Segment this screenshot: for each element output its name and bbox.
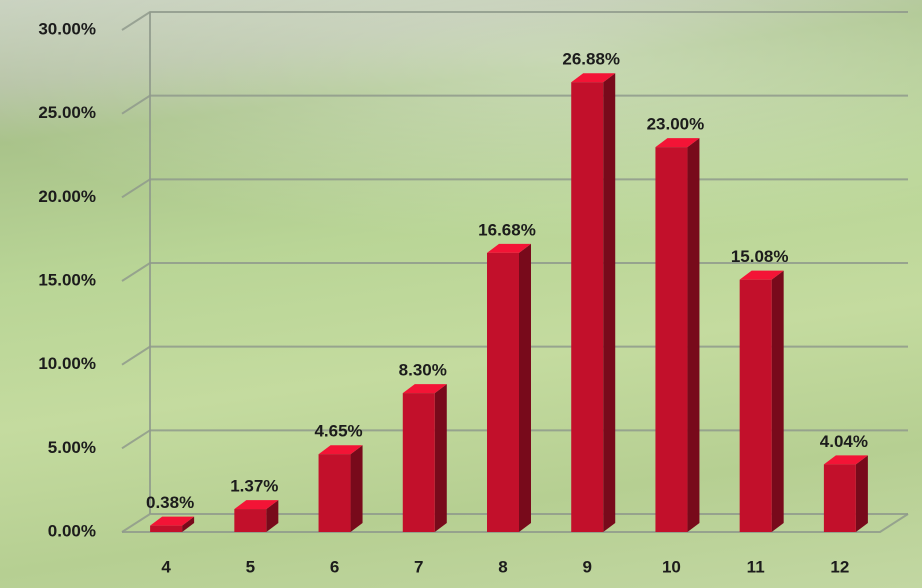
bar — [402, 384, 447, 532]
bar-side — [266, 500, 279, 532]
bar-top — [487, 243, 531, 253]
bar — [150, 516, 195, 532]
bar-front — [655, 147, 688, 532]
bar-top — [318, 445, 363, 455]
x-tick-label: 9 — [582, 557, 591, 576]
bar — [655, 138, 700, 532]
bar-top — [571, 73, 616, 83]
bar — [739, 270, 784, 532]
x-tick-label: 12 — [830, 557, 849, 576]
grid-line — [121, 513, 908, 533]
bar-front — [318, 454, 351, 532]
x-tick-label: 4 — [161, 557, 171, 576]
bar-side — [519, 243, 531, 532]
value-label: 4.04% — [820, 432, 868, 451]
grid-line — [121, 94, 908, 115]
bar — [487, 243, 531, 532]
bar-side — [771, 270, 784, 532]
x-tick-label: 5 — [246, 557, 255, 576]
y-tick-label: 15.00% — [38, 270, 96, 289]
bar-front — [571, 82, 604, 532]
bar-side — [182, 516, 195, 532]
y-tick-label: 20.00% — [38, 187, 96, 206]
bar-front — [150, 525, 183, 532]
bar-front — [739, 279, 772, 532]
y-tick-label: 25.00% — [38, 103, 96, 122]
bar-side — [434, 384, 447, 532]
grid-line — [121, 262, 908, 282]
grid-line — [121, 178, 908, 199]
bar-front — [234, 509, 267, 532]
bar-front — [823, 464, 856, 532]
bar — [823, 455, 868, 532]
value-label: 0.38% — [146, 493, 194, 512]
y-tick-label: 0.00% — [48, 521, 96, 540]
x-tick-label: 11 — [747, 557, 765, 576]
bar-top — [739, 270, 784, 280]
bar — [571, 73, 616, 532]
bar-side — [687, 138, 700, 532]
bar-top — [402, 384, 447, 394]
floor-edge — [122, 513, 909, 533]
value-label: 4.65% — [314, 422, 362, 441]
bar-side — [603, 73, 616, 532]
grid-line — [121, 11, 908, 31]
x-tick-label: 6 — [330, 557, 339, 576]
value-label: 16.68% — [478, 220, 536, 239]
value-label: 1.37% — [230, 477, 278, 496]
bar-top — [823, 455, 868, 465]
value-label: 26.88% — [562, 50, 620, 69]
value-label: 15.08% — [731, 247, 789, 266]
bar-side — [350, 445, 363, 532]
bar-front — [402, 393, 435, 532]
grid-line — [121, 429, 908, 450]
x-tick-label: 10 — [662, 557, 681, 576]
bar-top — [150, 516, 195, 526]
bar-side — [855, 455, 868, 532]
bar-front — [487, 252, 519, 532]
grid-line — [121, 345, 908, 366]
x-tick-label: 8 — [498, 557, 507, 576]
y-tick-label: 30.00% — [38, 19, 96, 38]
bar — [234, 500, 279, 532]
value-label: 8.30% — [399, 361, 447, 380]
y-tick-label: 10.00% — [38, 354, 96, 373]
bar — [318, 445, 363, 532]
bar-top — [234, 500, 279, 510]
bar-top — [655, 138, 700, 148]
value-label: 23.00% — [647, 115, 705, 134]
x-tick-label: 7 — [414, 557, 423, 576]
y-tick-label: 5.00% — [48, 438, 96, 457]
